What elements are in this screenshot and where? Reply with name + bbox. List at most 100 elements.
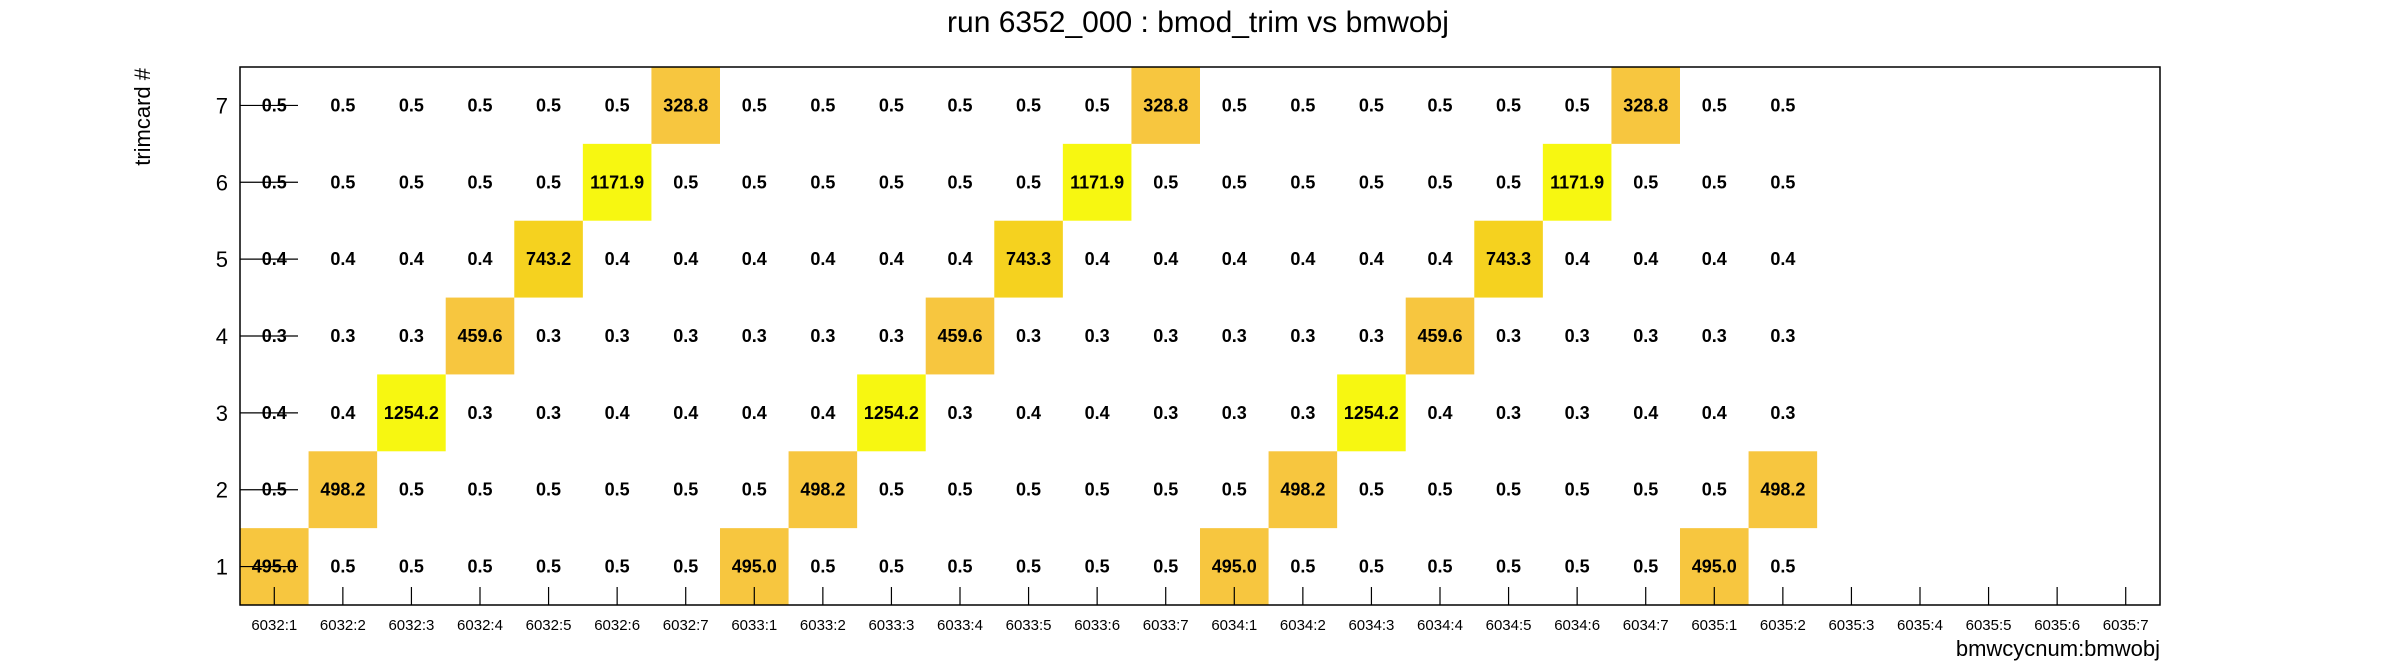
heatmap-value-labels: 495.0 0.5 0.5 0.5 0.5 0.5 0.5 495.0 0.5 0.5 0.5 0.5… [252, 95, 1806, 576]
x-tick-label: 6032:5 [526, 617, 572, 634]
heatmap-cell [582, 143, 652, 221]
cell-value-label: 0.3 [1633, 326, 1658, 346]
heatmap-cell [857, 374, 926, 452]
cell-value-label: 0.3 [536, 403, 561, 423]
x-tick-label: 6035:6 [2034, 617, 2080, 634]
heatmap-cell [1131, 67, 1200, 144]
cell-value-label: 0.5 [1496, 480, 1521, 500]
cell-value-label: 0.5 [673, 480, 698, 500]
cell-value-label: 0.4 [1702, 249, 1727, 269]
cell-value-label: 0.5 [742, 95, 767, 115]
x-tick-label: 6034:5 [1486, 617, 1532, 634]
cell-value-label: 0.3 [1770, 326, 1795, 346]
heatmap-cell [925, 297, 995, 375]
cell-value-label: 0.3 [1359, 326, 1384, 346]
y-tick-label: 4 [216, 324, 228, 349]
cell-value-label: 0.5 [673, 557, 698, 577]
cell-value-label: 0.5 [1016, 480, 1041, 500]
cell-value-label: 0.5 [1770, 172, 1795, 192]
cell-value-label: 0.5 [1016, 557, 1041, 577]
cell-value-label: 0.3 [1016, 326, 1041, 346]
cell-value-label: 0.5 [947, 557, 972, 577]
cell-value-label: 0.4 [810, 403, 835, 423]
cell-value-label: 0.4 [673, 249, 698, 269]
heatmap-cell [1062, 143, 1132, 221]
cell-value-label: 0.5 [1085, 480, 1110, 500]
cell-value-label: 0.5 [1085, 557, 1110, 577]
cell-value-label: 0.4 [330, 403, 355, 423]
cell-value-label: 0.5 [1016, 95, 1041, 115]
cell-value-label: 328.8 [1143, 95, 1188, 115]
cell-value-label: 0.4 [1359, 249, 1384, 269]
cell-value-label: 0.5 [1359, 557, 1384, 577]
x-tick-label: 6033:3 [868, 617, 914, 634]
cell-value-label: 0.3 [399, 326, 424, 346]
cell-value-label: 0.4 [1153, 249, 1178, 269]
y-tick-label: 1 [216, 555, 228, 580]
cell-value-label: 0.5 [947, 172, 972, 192]
cell-value-label: 0.5 [1496, 95, 1521, 115]
cell-value-label: 0.5 [1153, 480, 1178, 500]
cell-value-label: 0.5 [605, 95, 630, 115]
x-tick-label: 6033:7 [1143, 617, 1189, 634]
cell-value-label: 0.5 [1222, 172, 1247, 192]
y-tick-label: 7 [216, 93, 228, 118]
cell-value-label: 0.5 [330, 557, 355, 577]
cell-value-label: 0.4 [1633, 403, 1658, 423]
cell-value-label: 0.5 [536, 172, 561, 192]
x-tick-label: 6033:6 [1074, 617, 1120, 634]
cell-value-label: 495.0 [1212, 557, 1257, 577]
x-tick-label: 6033:4 [937, 617, 983, 634]
cell-value-label: 0.3 [1770, 403, 1795, 423]
x-axis-label: bmwcycnum:bmwobj [1956, 636, 2160, 661]
cell-value-label: 0.5 [810, 557, 835, 577]
heatmap-cell [651, 67, 720, 144]
cell-value-label: 0.5 [1085, 95, 1110, 115]
cell-value-label: 0.4 [1222, 249, 1247, 269]
cell-value-label: 0.5 [879, 557, 904, 577]
heatmap-cell [788, 451, 858, 529]
cell-value-label: 0.4 [673, 403, 698, 423]
cell-value-label: 0.5 [467, 557, 492, 577]
heatmap-cell [1405, 297, 1475, 375]
cell-value-label: 0.3 [1222, 326, 1247, 346]
cell-value-label: 0.3 [1153, 403, 1178, 423]
x-tick-label: 6032:3 [388, 617, 434, 634]
heatmap-cell [1337, 374, 1406, 452]
cell-value-label: 0.4 [1016, 403, 1041, 423]
cell-value-label: 0.5 [536, 480, 561, 500]
cell-value-label: 0.5 [1496, 172, 1521, 192]
cell-value-label: 0.5 [1222, 480, 1247, 500]
cell-value-label: 1254.2 [384, 403, 439, 423]
cell-value-label: 0.3 [673, 326, 698, 346]
cell-value-label: 0.5 [1359, 95, 1384, 115]
cell-value-label: 0.5 [742, 480, 767, 500]
cell-value-label: 0.4 [810, 249, 835, 269]
y-tick-label: 3 [216, 401, 228, 426]
cell-value-label: 0.5 [947, 480, 972, 500]
cell-value-label: 0.3 [947, 403, 972, 423]
cell-value-label: 0.3 [810, 326, 835, 346]
x-tick-label: 6032:1 [251, 617, 297, 634]
cell-value-label: 0.5 [1633, 172, 1658, 192]
x-tick-label: 6035:2 [1760, 617, 1806, 634]
x-tick-label: 6033:5 [1006, 617, 1052, 634]
cell-value-label: 0.5 [1427, 172, 1452, 192]
x-tick-label: 6034:4 [1417, 617, 1463, 634]
cell-value-label: 0.5 [1633, 480, 1658, 500]
cell-value-label: 0.4 [742, 249, 767, 269]
cell-value-label: 0.5 [536, 95, 561, 115]
cell-value-label: 0.5 [1359, 480, 1384, 500]
x-tick-label: 6032:2 [320, 617, 366, 634]
cell-value-label: 743.2 [526, 249, 571, 269]
cell-value-label: 0.5 [536, 557, 561, 577]
cell-value-label: 0.5 [1702, 480, 1727, 500]
cell-value-label: 0.3 [1565, 326, 1590, 346]
x-tick-label: 6034:7 [1623, 617, 1669, 634]
cell-value-label: 0.5 [1016, 172, 1041, 192]
y-axis-label: trimcard # [130, 67, 155, 166]
cell-value-label: 0.5 [330, 172, 355, 192]
heatmap-cell [1542, 143, 1612, 221]
heatmap-cell [1611, 67, 1680, 144]
x-tick-label: 6033:2 [800, 617, 846, 634]
